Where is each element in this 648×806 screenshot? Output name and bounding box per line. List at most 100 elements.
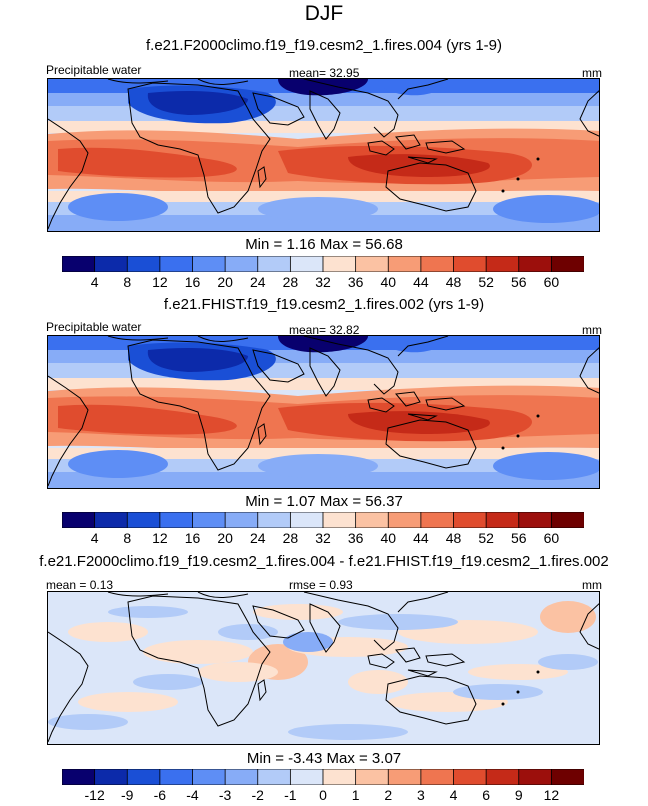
- colorbar-tick-label: 16: [184, 274, 201, 290]
- colorbar-tick-label: -2: [251, 787, 264, 803]
- panel-2-minmax: Min = 1.07 Max = 56.37: [245, 493, 403, 510]
- anomaly-patch: [48, 714, 128, 730]
- coastline-asia: [303, 592, 449, 651]
- colorbar-swatch: [518, 512, 553, 528]
- colorbar-tick-label: 52: [478, 274, 494, 290]
- anomaly-patch: [78, 692, 178, 712]
- colorbar-tick-label: -3: [218, 787, 232, 803]
- colorbar-swatch: [192, 512, 226, 528]
- colorbar-swatch: [322, 769, 357, 785]
- panel-3-colorbar: [62, 769, 584, 785]
- panel-2-units: mm: [582, 323, 602, 337]
- wet-core: [58, 147, 237, 178]
- panel-3-map: [47, 591, 600, 745]
- panel-2-field: [48, 336, 599, 488]
- colorbar-tick-label: -12: [84, 787, 105, 803]
- colorbar-tick-label: 44: [413, 530, 429, 546]
- colorbar-swatch: [192, 769, 226, 785]
- anomaly-patch: [218, 624, 278, 640]
- colorbar-tick-label: 40: [380, 530, 397, 546]
- dry-region: [68, 450, 168, 478]
- panel-2-mean-label: mean= 32.82: [289, 323, 360, 337]
- coastline-asia: [303, 336, 449, 395]
- panel-1-minmax: Min = 1.16 Max = 56.68: [245, 236, 403, 253]
- dry-region: [493, 195, 599, 223]
- coastline-americas: [579, 603, 599, 650]
- coastline-island: [501, 702, 505, 706]
- colorbar-swatch: [224, 512, 259, 528]
- colorbar-swatch: [126, 256, 161, 272]
- coastline-madagascar: [257, 423, 267, 446]
- coastline-australia: [385, 162, 477, 212]
- anomaly-patch: [338, 614, 458, 630]
- panel-3-units: mm: [582, 578, 602, 592]
- colorbar-tick-label: 8: [123, 530, 132, 546]
- colorbar-tick-label: 8: [123, 274, 132, 290]
- colorbar-tick-label: 4: [90, 274, 99, 290]
- colorbar-tick-label: 36: [347, 274, 364, 290]
- colorbar-swatch: [289, 769, 324, 785]
- colorbar-tick-label: 56: [510, 274, 527, 290]
- coastline-europe: [107, 79, 249, 85]
- colorbar-tick-label: -4: [186, 787, 199, 803]
- colorbar-tick-label: 1: [351, 787, 360, 803]
- coastline-islands: [367, 391, 466, 421]
- colorbar-swatch: [453, 512, 487, 528]
- colorbar-tick-label: 6: [482, 787, 491, 803]
- colorbar-tick-label: 20: [217, 530, 233, 546]
- colorbar-swatch: [62, 769, 96, 785]
- colorbar-swatch: [387, 769, 422, 785]
- colorbar-swatch: [289, 256, 324, 272]
- colorbar-swatch: [518, 256, 553, 272]
- colorbar-swatch: [126, 512, 161, 528]
- panel-3-mean-label: mean = 0.13: [46, 578, 114, 592]
- coastline-americas: [579, 90, 599, 137]
- colorbar-swatch: [453, 769, 487, 785]
- colorbar-swatch: [387, 512, 422, 528]
- panel-2-colorbar-ticks: 4 8 12 16 20 24 28 32 36 40 44 48 52 56 60: [62, 530, 584, 546]
- colorbar-tick-label: -9: [121, 787, 134, 803]
- colorbar-swatch: [355, 769, 389, 785]
- wet-core: [58, 404, 237, 435]
- colorbar-swatch: [159, 256, 194, 272]
- colorbar-swatch: [550, 769, 584, 785]
- dry-region: [378, 79, 448, 96]
- panel-2-variable-label: Precipitable water: [46, 320, 142, 334]
- coastline-islands: [367, 134, 466, 164]
- coastline-arabia: [252, 349, 305, 383]
- coastline-asia: [303, 79, 449, 138]
- coastline-island: [536, 414, 540, 418]
- panel-3-subtitle: f.e21.F2000climo.f19_f19.cesm2_1.fires.0…: [39, 553, 609, 570]
- coastline-americas: [579, 347, 599, 394]
- coastline-island: [516, 690, 520, 694]
- panel-2-map: [47, 335, 600, 489]
- anomaly-patch: [348, 670, 408, 694]
- panel-1-field: [48, 79, 599, 231]
- colorbar-swatch: [355, 512, 389, 528]
- colorbar-swatch: [453, 256, 487, 272]
- colorbar-tick-label: 9: [514, 787, 523, 803]
- figure-title: DJF: [304, 2, 344, 25]
- dry-region: [258, 454, 378, 478]
- dry-region: [147, 91, 248, 115]
- colorbar-tick-label: 44: [413, 274, 429, 290]
- panel-1-subtitle: f.e21.F2000climo.f19_f19.cesm2_1.fires.0…: [145, 37, 502, 54]
- colorbar-swatch: [485, 256, 520, 272]
- coastline-island: [516, 434, 520, 438]
- colorbar-tick-label: 48: [445, 530, 462, 546]
- colorbar-swatch: [257, 769, 292, 785]
- coastline-arabia: [252, 92, 305, 126]
- colorbar-tick-label: 12: [152, 530, 168, 546]
- field-band: [48, 215, 599, 231]
- anomaly-patch: [143, 640, 253, 664]
- panel-1-variable-label: Precipitable water: [46, 63, 142, 77]
- colorbar-tick-label: 12: [152, 274, 168, 290]
- colorbar-swatch: [420, 769, 455, 785]
- coastline-island: [536, 670, 540, 674]
- coastline-australia: [385, 675, 477, 725]
- colorbar-swatch: [94, 256, 128, 272]
- coastline-madagascar: [257, 166, 267, 189]
- coastline-island: [501, 446, 505, 450]
- panel-3-rmse-label: rmse = 0.93: [289, 578, 353, 592]
- panel-3-colorbar-ticks: -12 -9 -6 -4 -3 -2 -1 0 1 2 3 4 6 9 12: [62, 787, 584, 803]
